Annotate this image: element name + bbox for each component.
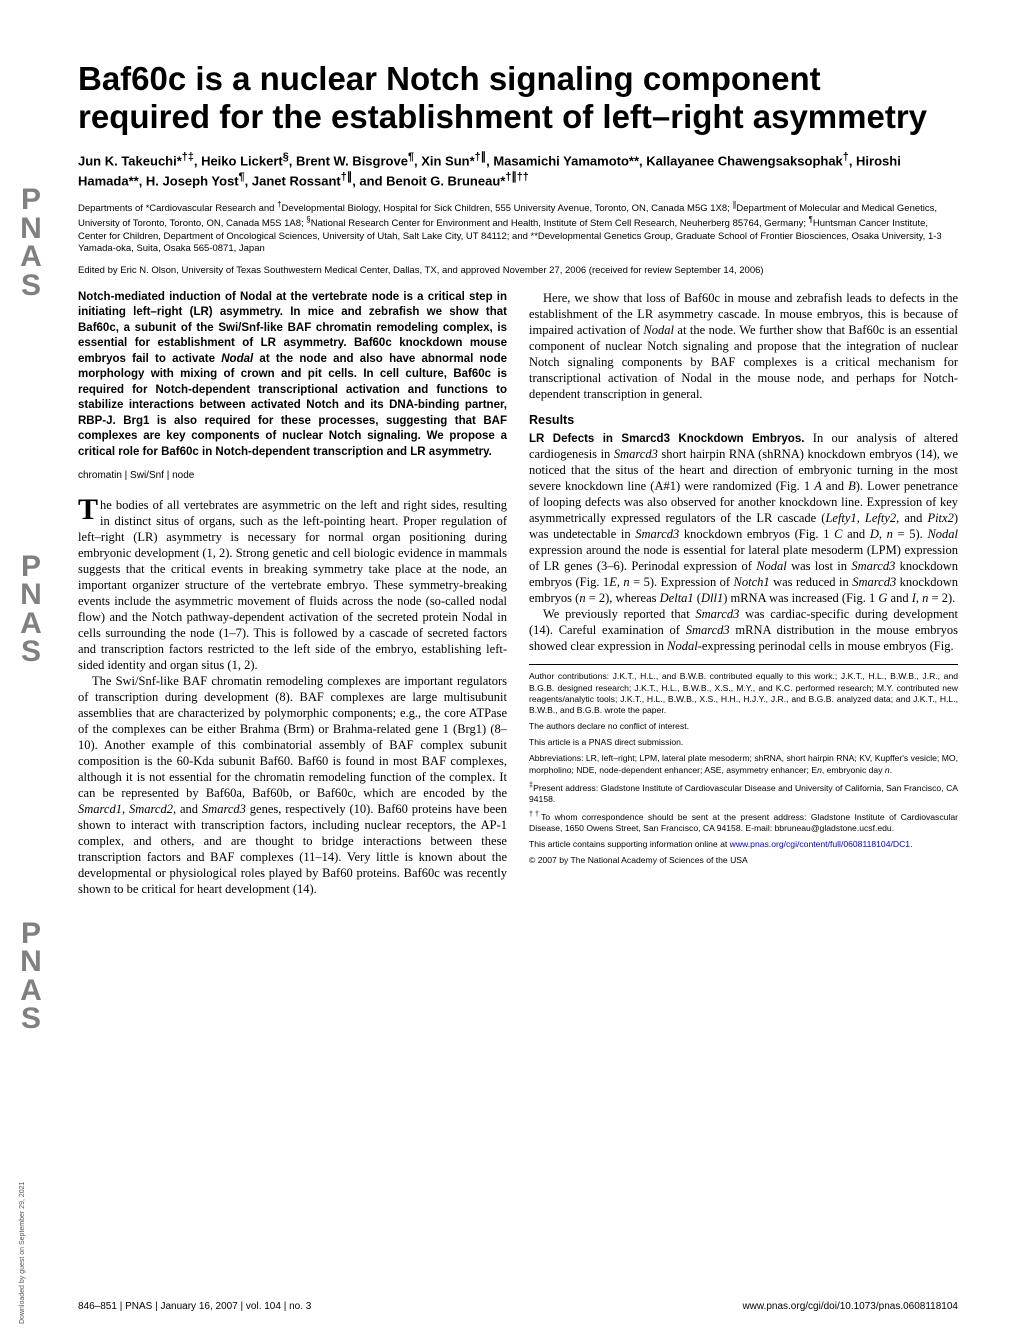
page-footer: 846–851 | PNAS | January 16, 2007 | vol.… (78, 1301, 958, 1312)
intro-para-3: Here, we show that loss of Baf60c in mou… (529, 290, 958, 402)
pnas-logo-3: PNAS (20, 920, 42, 1034)
intro-para-1: The bodies of all vertebrates are asymme… (78, 497, 507, 673)
edited-by: Edited by Eric N. Olson, University of T… (78, 265, 958, 277)
footnote-abbrev: Abbreviations: LR, left–right; LPM, late… (529, 753, 958, 775)
affiliations: Departments of *Cardiovascular Research … (78, 200, 958, 256)
pnas-sidebar: PNAS PNAS PNAS (8, 60, 54, 1160)
runin-heading: LR Defects in Smarcd3 Knockdown Embryos. (529, 433, 804, 445)
results-para-1: LR Defects in Smarcd3 Knockdown Embryos.… (529, 430, 958, 607)
footnote-si-pre: This article contains supporting informa… (529, 839, 730, 849)
footnote-correspondence: ††To whom correspondence should be sent … (529, 810, 958, 834)
article-title: Baf60c is a nuclear Notch signaling comp… (78, 60, 958, 136)
supporting-info-link[interactable]: www.pnas.org/cgi/content/full/0608118104… (730, 839, 910, 849)
footnote-supporting: This article contains supporting informa… (529, 839, 958, 850)
footer-right: www.pnas.org/cgi/doi/10.1073/pnas.060811… (742, 1301, 958, 1312)
results-heading: Results (529, 412, 958, 428)
two-column-body: Notch-mediated induction of Nodal at the… (78, 290, 958, 897)
results-para-2: We previously reported that Smarcd3 was … (529, 606, 958, 654)
abstract: Notch-mediated induction of Nodal at the… (78, 290, 507, 461)
footnote-present-addr: ‡Present address: Gladstone Institute of… (529, 781, 958, 805)
author-list: Jun K. Takeuchi*†‡, Heiko Lickert§, Bren… (78, 150, 958, 190)
intro-para-1-text: he bodies of all vertebrates are asymmet… (78, 498, 507, 672)
page-content: Baf60c is a nuclear Notch signaling comp… (78, 60, 958, 897)
pnas-logo-2: PNAS (20, 553, 42, 667)
footnote-copyright: © 2007 by The National Academy of Scienc… (529, 855, 958, 866)
footnote-submission: This article is a PNAS direct submission… (529, 737, 958, 748)
footnote-author-contrib: Author contributions: J.K.T., H.L., and … (529, 671, 958, 716)
footer-left: 846–851 | PNAS | January 16, 2007 | vol.… (78, 1301, 311, 1312)
footnote-si-post: . (910, 839, 912, 849)
footnote-conflict: The authors declare no conflict of inter… (529, 721, 958, 732)
pnas-logo-1: PNAS (20, 186, 42, 300)
footnotes-block: Author contributions: J.K.T., H.L., and … (529, 664, 958, 866)
download-note: Downloaded by guest on September 29, 202… (19, 1182, 26, 1324)
intro-para-2: The Swi/Snf-like BAF chromatin remodelin… (78, 673, 507, 897)
results-para-1-text: In our analysis of altered cardiogenesis… (529, 431, 958, 606)
keywords: chromatin | Swi/Snf | node (78, 470, 507, 483)
dropcap: T (78, 497, 100, 523)
